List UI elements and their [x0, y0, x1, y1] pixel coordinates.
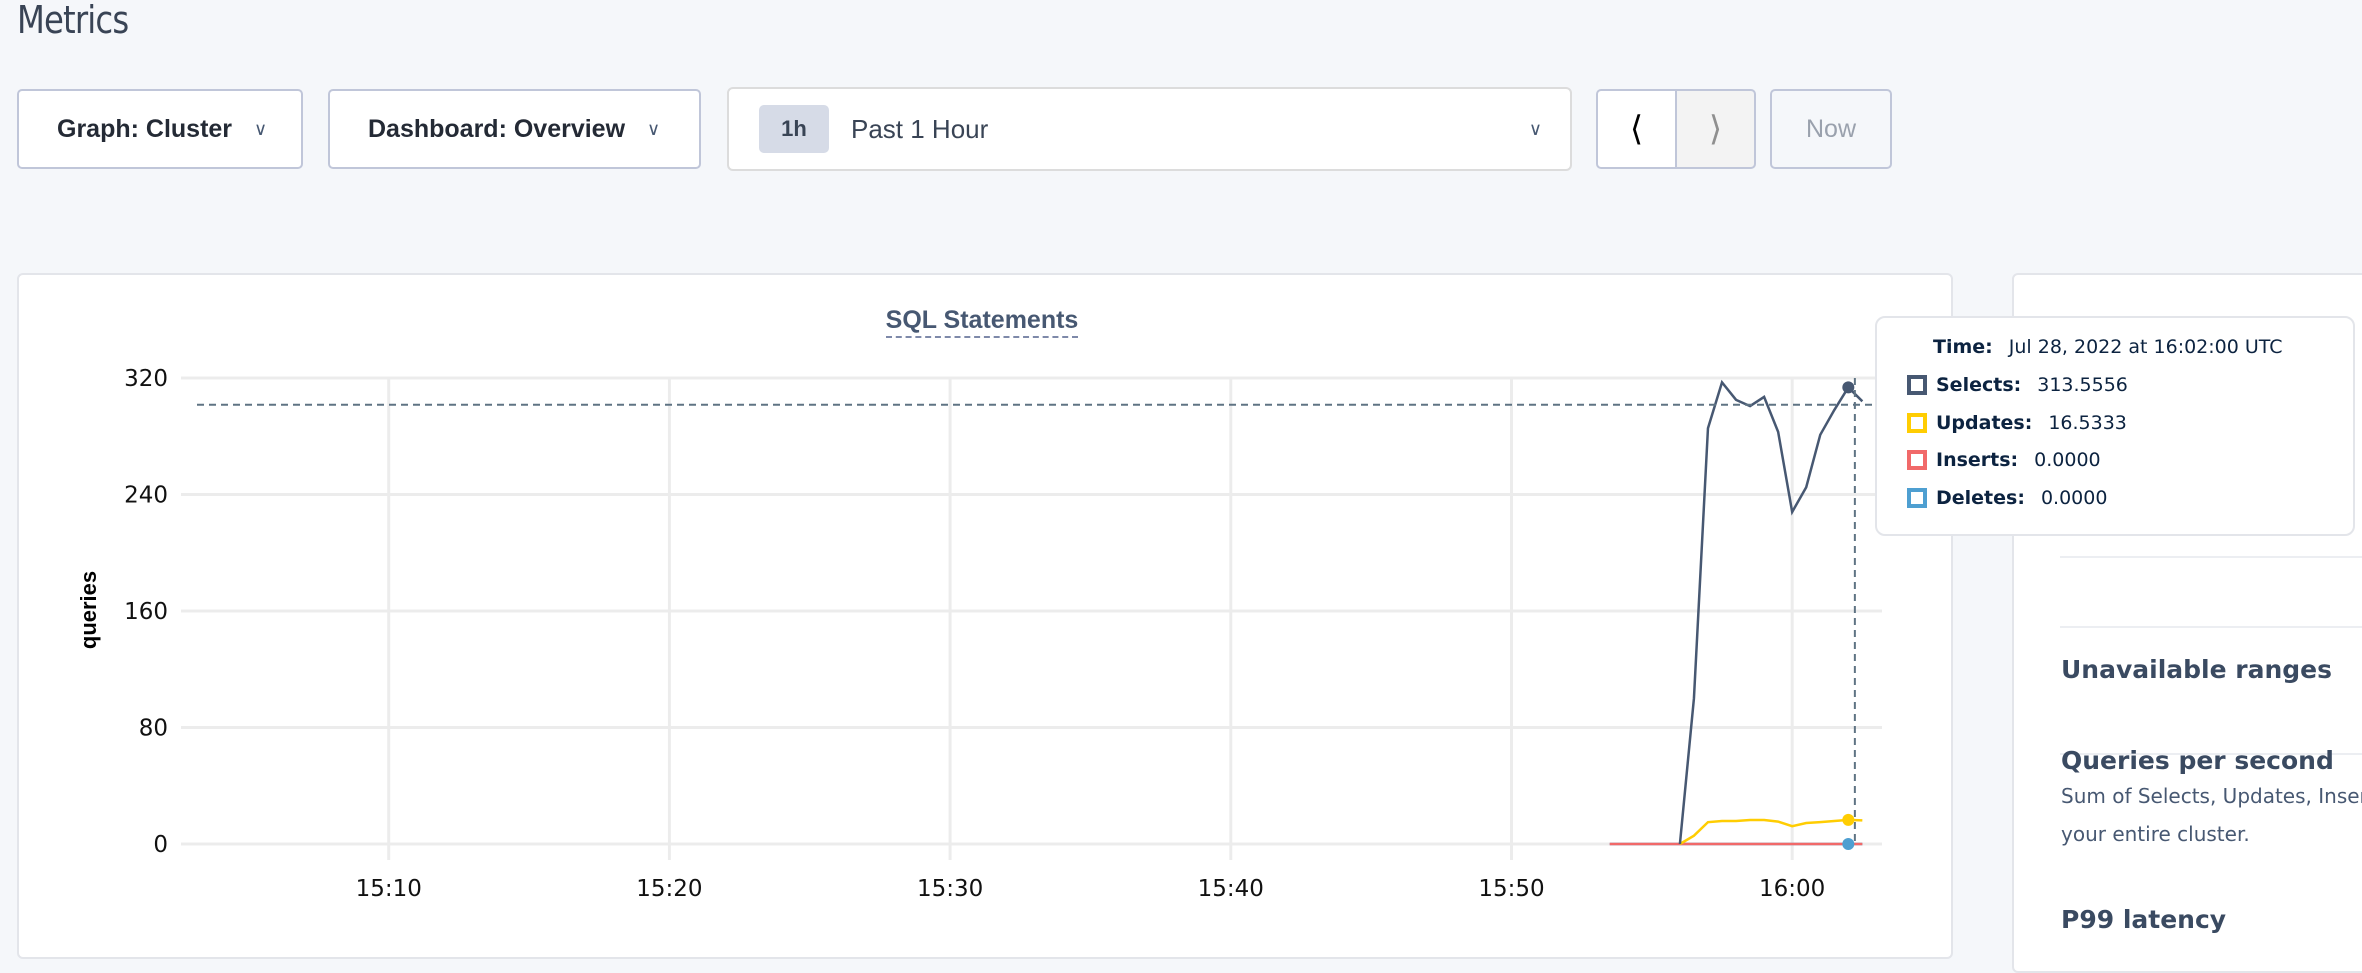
chart-title[interactable]: SQL Statements	[0, 306, 1964, 338]
x-tick-label: 16:00	[1759, 876, 1825, 902]
legend-swatch-icon	[1907, 412, 1927, 433]
hover-point-deletes	[1842, 838, 1855, 850]
side-item-title[interactable]: P99 latency	[2061, 905, 2227, 934]
side-item-desc: your entire cluster.	[2061, 822, 2250, 846]
previous-range-button[interactable]: ⟨	[1596, 89, 1677, 169]
legend-swatch-icon	[1907, 450, 1927, 470]
chevron-down-icon: ∨	[647, 118, 661, 139]
tooltip-key: Updates:	[1936, 411, 2033, 434]
time-range-label: Past 1 Hour	[851, 113, 989, 144]
chevron-down-icon: ∨	[1528, 118, 1542, 139]
time-range-badge: 1h	[759, 105, 829, 153]
side-item-title[interactable]: Unavailable ranges	[2061, 655, 2332, 684]
x-tick-label: 15:50	[1478, 876, 1544, 902]
page-title: Metrics	[17, 0, 129, 42]
y-tick-label: 0	[153, 832, 168, 858]
graph-dropdown[interactable]: Graph: Cluster ∨	[17, 89, 303, 169]
side-item-title[interactable]: Queries per second	[2061, 746, 2334, 775]
divider	[2060, 556, 2362, 558]
legend-swatch-icon	[1907, 487, 1927, 508]
tooltip-row-updates: Updates: 16.5333	[1907, 408, 2127, 438]
y-tick-label: 80	[139, 716, 168, 742]
dashboard-dropdown[interactable]: Dashboard: Overview ∨	[328, 89, 701, 169]
hover-point-selects	[1842, 381, 1855, 394]
chevron-down-icon: ∨	[254, 118, 268, 139]
tooltip-key: Selects:	[1936, 374, 2022, 396]
tooltip-time-key: Time:	[1933, 336, 1993, 358]
now-button-label: Now	[1805, 114, 1856, 143]
tooltip-value: 313.5556	[2037, 374, 2128, 396]
chart-tooltip: Time: Jul 28, 2022 at 16:02:00 UTC Selec…	[1875, 316, 2355, 536]
y-tick-label: 160	[124, 599, 168, 625]
x-tick-label: 15:20	[636, 876, 702, 902]
dashboard-dropdown-label: Dashboard: Overview	[368, 114, 626, 143]
tooltip-value: 0.0000	[2040, 486, 2108, 509]
tooltip-time-value: Jul 28, 2022 at 16:02:00 UTC	[2008, 336, 2283, 358]
chevron-right-icon: ⟩	[1708, 110, 1723, 148]
x-tick-label: 15:10	[356, 876, 422, 902]
hover-point-updates	[1842, 813, 1855, 826]
tooltip-key: Deletes:	[1936, 486, 2025, 509]
next-range-button[interactable]: ⟩	[1675, 89, 1756, 169]
tooltip-value: 0.0000	[2034, 449, 2101, 471]
legend-swatch-icon	[1907, 375, 1927, 395]
y-tick-label: 320	[124, 366, 168, 392]
x-tick-label: 15:40	[1198, 876, 1264, 902]
graph-dropdown-label: Graph: Cluster	[57, 114, 233, 143]
divider	[2060, 626, 2362, 628]
y-tick-label: 240	[124, 483, 168, 509]
series-line-updates	[1679, 818, 1863, 846]
tooltip-value: 16.5333	[2048, 411, 2127, 434]
side-item-desc: Sum of Selects, Updates, Inser	[2061, 784, 2362, 808]
series-line-selects	[1678, 379, 1864, 845]
y-axis-label: queries	[76, 571, 101, 649]
now-button[interactable]: Now	[1770, 89, 1892, 169]
tooltip-row-selects: Selects: 313.5556	[1907, 370, 2128, 400]
chart-title-text: SQL Statements	[885, 306, 1079, 338]
divider	[2060, 753, 2362, 755]
time-range-picker[interactable]: 1h Past 1 Hour ∨	[727, 87, 1572, 171]
chevron-left-icon: ⟨	[1629, 110, 1644, 148]
tooltip-row-deletes: Deletes: 0.0000	[1907, 483, 2107, 513]
x-tick-label: 15:30	[917, 876, 983, 902]
tooltip-key: Inserts:	[1936, 449, 2019, 471]
tooltip-row-inserts: Inserts: 0.0000	[1907, 445, 2101, 475]
